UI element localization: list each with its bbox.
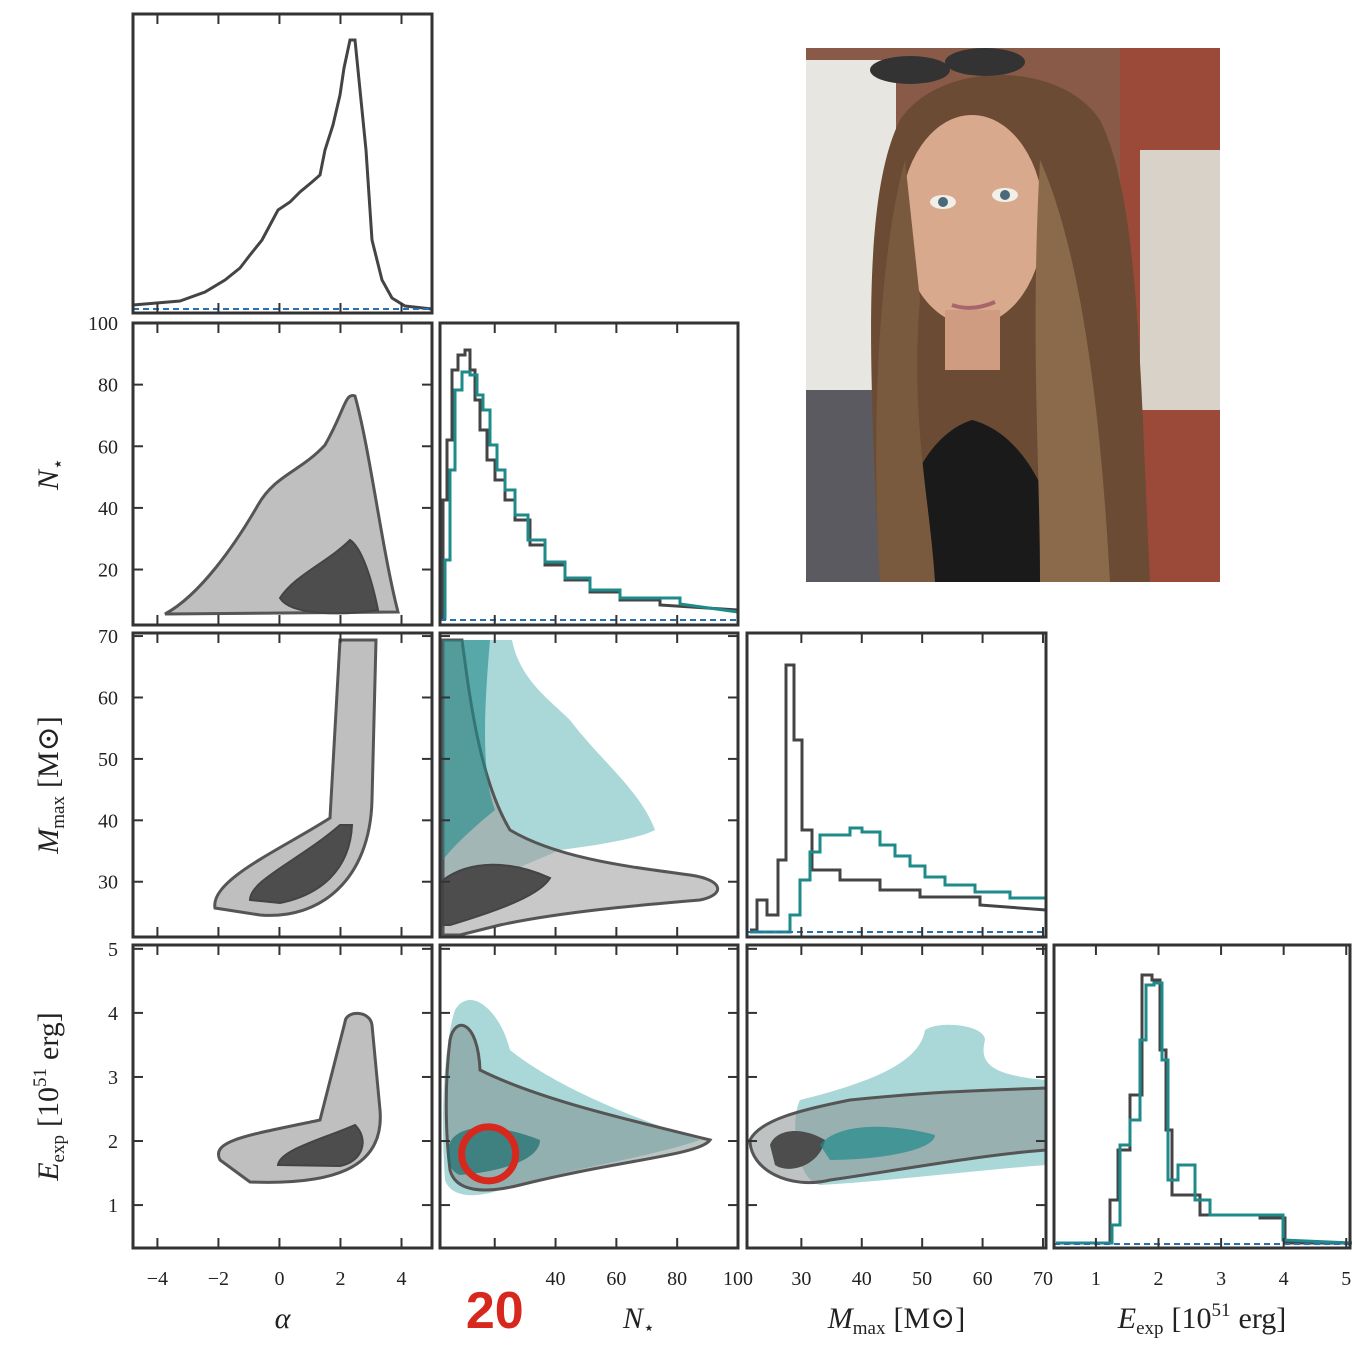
y-tick-label: 100 (88, 313, 118, 335)
x-axis-label-part: E (1117, 1302, 1136, 1335)
y-axis-label-part: [M⊙] (32, 716, 65, 788)
x-tick-label: 60 (606, 1268, 626, 1290)
y-tick-label: 3 (108, 1067, 118, 1089)
panel-frame (131, 321, 434, 627)
x-tick-label: 70 (1033, 1268, 1053, 1290)
contour-inner (442, 863, 552, 926)
histogram (132, 38, 433, 311)
contour-inner (276, 1123, 364, 1168)
y-axis-label-part: N (32, 468, 65, 491)
y-axis-label-part: exp (48, 1135, 69, 1162)
y-axis-label-part: erg] (32, 1012, 65, 1060)
panel-frame (745, 631, 1048, 939)
panel-frame (1052, 943, 1352, 1250)
x-tick-label: 2 (1154, 1268, 1164, 1290)
x-axis-label-part: M (827, 1302, 855, 1335)
y-tick-label: 60 (98, 436, 118, 458)
y-axis-label: Mmax [M⊙] (32, 716, 69, 855)
histogram (750, 663, 1047, 932)
contour-inner (278, 538, 380, 615)
y-tick-label: 40 (98, 810, 118, 832)
panel-frame (131, 943, 434, 1250)
x-axis-label-part: α (275, 1302, 292, 1335)
x-tick-label: 4 (1279, 1268, 1289, 1290)
x-axis-label-part: exp (1136, 1318, 1163, 1339)
x-tick-label: 60 (973, 1268, 993, 1290)
x-axis-label-part: [M⊙] (893, 1302, 965, 1335)
x-axis-label-part: [10 (1172, 1302, 1212, 1335)
y-tick-label: 1 (108, 1195, 118, 1217)
y-axis-label-part: E (32, 1162, 65, 1181)
y-tick-label: 70 (98, 626, 118, 648)
x-axis-label: α (275, 1302, 292, 1335)
panel-frame (438, 943, 740, 1250)
x-tick-label: 5 (1341, 1268, 1351, 1290)
y-tick-label: 30 (98, 872, 118, 894)
y-tick-label: 2 (108, 1131, 118, 1153)
x-axis-label-part: erg] (1239, 1302, 1287, 1335)
y-axis-label: Eexp [1051 erg] (30, 1012, 69, 1182)
x-tick-label: 30 (791, 1268, 811, 1290)
y-tick-label: 60 (98, 687, 118, 709)
panel-frame (745, 943, 1048, 1250)
x-tick-label: 50 (912, 1268, 932, 1290)
x-tick-label: 0 (274, 1268, 284, 1290)
x-axis-label-part: max (853, 1318, 886, 1339)
x-axis-label-part: 51 (1212, 1300, 1231, 1321)
x-tick-label: 40 (546, 1268, 566, 1290)
histogram (1056, 973, 1352, 1245)
x-tick-label: 40 (852, 1268, 872, 1290)
x-tick-label: −4 (147, 1268, 168, 1290)
contour-inner (447, 1127, 540, 1175)
y-tick-label: 4 (108, 1003, 118, 1025)
x-tick-label: 4 (396, 1268, 406, 1290)
y-tick-label: 50 (98, 749, 118, 771)
x-tick-label: 80 (667, 1268, 687, 1290)
contour-teal-inner (820, 1126, 935, 1160)
y-tick-label: 40 (98, 498, 118, 520)
y-tick-label: 80 (98, 375, 118, 397)
histogram (750, 826, 1046, 934)
panel-frame (131, 631, 434, 939)
panel-frame (438, 321, 740, 627)
y-axis-label-part: M (32, 827, 65, 855)
x-tick-label: 20 (466, 1282, 524, 1340)
x-axis-label-part: N (622, 1302, 645, 1335)
x-tick-label: 3 (1216, 1268, 1226, 1290)
x-tick-label: 1 (1091, 1268, 1101, 1290)
x-axis-label: N⋆ (622, 1302, 655, 1339)
panel-frame (131, 12, 434, 315)
histogram (1056, 981, 1352, 1245)
y-axis-label: N⋆ (32, 458, 69, 491)
x-tick-label: −2 (208, 1268, 229, 1290)
y-tick-label: 20 (98, 560, 118, 582)
x-axis-label: Eexp [1051 erg] (1117, 1300, 1287, 1339)
y-axis-label-part: ⋆ (48, 458, 69, 470)
contour-inner (248, 824, 354, 905)
x-tick-label: 2 (335, 1268, 345, 1290)
y-axis-label-part: [10 (32, 1087, 65, 1127)
contour-inner (770, 1130, 825, 1169)
x-axis-label: Mmax [M⊙] (827, 1302, 966, 1339)
y-axis-label-part: 51 (30, 1068, 51, 1087)
histogram (443, 370, 739, 620)
highlight-circle (458, 1123, 520, 1185)
panel-frame (438, 631, 740, 939)
x-axis-label-part: ⋆ (643, 1318, 655, 1339)
contour-teal-inner (443, 640, 495, 860)
y-tick-label: 5 (108, 939, 118, 961)
y-axis-label-part: max (48, 796, 69, 829)
photo (806, 48, 1220, 582)
x-tick-label: 100 (723, 1268, 753, 1290)
